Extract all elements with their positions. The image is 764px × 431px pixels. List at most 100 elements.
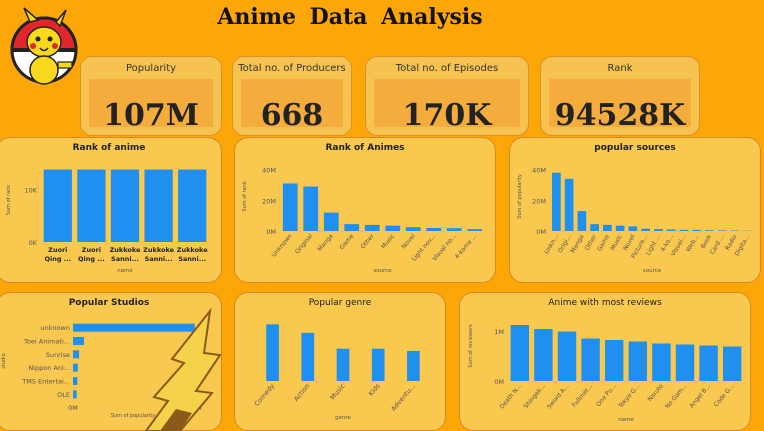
bar (552, 172, 561, 231)
bar (73, 377, 78, 385)
x-tick-label: Music (380, 233, 396, 251)
kpi-label: Total no. of Producers (238, 63, 346, 74)
x-tick-label: Adventu... (389, 382, 417, 413)
bar (144, 169, 173, 242)
y-tick-label: 0M (266, 228, 276, 236)
x-tick-label: Game (338, 233, 355, 251)
x-tick-label: Other (359, 232, 376, 250)
chart-popular-sources[interactable]: popular sources 0M 20M 40M Unkn... Origi... M… (509, 137, 761, 283)
kpi-label: Rank (607, 63, 633, 74)
chart-title: Rank of anime (72, 143, 146, 153)
x-tick-label: Zukkoke (177, 246, 208, 254)
x-tick-label: Game (596, 233, 611, 252)
bar (303, 186, 319, 231)
bar (581, 338, 600, 381)
x-tick-label-cont: Qing ... (44, 255, 71, 263)
x-axis-label: genre (335, 415, 352, 421)
y-tick-label: 20M (532, 197, 546, 205)
bar (405, 227, 421, 231)
x-tick-label: No Gam... (664, 383, 689, 411)
x-tick-label: Manga (316, 233, 335, 253)
bar (110, 169, 140, 242)
page-title: Anime Data Analysis (217, 4, 483, 30)
bar (699, 345, 718, 381)
y-tick-label: 0K (29, 239, 38, 247)
x-tick-label: Unknown (271, 233, 294, 259)
chart-popular-genre[interactable]: Popular genre Comedy Action Music Kids Adven… (234, 292, 446, 431)
x-axis-label: source (373, 268, 392, 274)
x-tick-label: Fullmet... (571, 383, 594, 409)
x-axis-label: Sum of popularity (111, 413, 156, 419)
bar (178, 169, 207, 242)
bar (73, 350, 80, 359)
kpi-value: 170K (402, 98, 492, 133)
x-axis-label: source (643, 268, 662, 274)
pokeball-pikachu-icon (10, 7, 78, 85)
bar (323, 212, 339, 231)
kpi-card-episodes: Total no. of Episodes 170K (365, 56, 529, 136)
bar (604, 340, 624, 381)
chart-popular-studios-plot: unknown Toei Animati... Sunrise Nippon Ani.… (1, 323, 202, 419)
bar (510, 325, 530, 381)
x-tick-label: Music (329, 382, 347, 402)
x-tick-label-cont: Qing ... (78, 255, 105, 263)
bar (282, 183, 298, 231)
y-tick-label: unknown (40, 324, 70, 332)
chart-rank-of-animes[interactable]: Rank of Animes 0M 20M 40M Unknown Original Ma… (234, 137, 496, 283)
bar (77, 169, 106, 242)
x-tick-label: Death N... (499, 383, 524, 411)
x-tick-label-cont: Sanni... (178, 255, 206, 263)
chart-popular-studios[interactable]: Popular Studios unknown Toei Animati... Su… (0, 292, 222, 431)
bar (652, 343, 671, 381)
x-tick-label: Naruto (646, 383, 665, 403)
bar (717, 230, 727, 231)
x-tick-label-cont: Sanni... (111, 255, 139, 263)
bar (705, 230, 714, 231)
x-tick-label: 50M (188, 404, 202, 412)
x-tick-label: Comedy (253, 382, 276, 408)
x-tick-label: Manga (569, 233, 585, 254)
chart-most-reviews-plot: 0M 1M Death N... Shingek...Sword A... Fullme… (468, 324, 742, 423)
x-tick-label: Angel B... (688, 383, 712, 410)
x-tick-label: 4-koma ... (454, 233, 479, 261)
kpi-card-producers: Total no. of Producers 668 (232, 56, 352, 136)
y-axis-label: Sum of reviewers (468, 324, 474, 368)
y-tick-label: 0M (536, 228, 546, 236)
bar (73, 337, 84, 345)
bar (628, 226, 638, 231)
x-tick-label: Zukkoke (110, 246, 141, 254)
x-tick-label: Novel (400, 233, 417, 251)
chart-popular-genre-plot: Comedy Action Music Kids Adventu... genre (253, 324, 420, 421)
chart-most-reviews[interactable]: Anime with most reviews 0M 1M Death N... Sh… (459, 292, 751, 431)
bar (603, 224, 612, 231)
x-tick-label-cont: Sanni... (145, 255, 173, 263)
bar (722, 346, 742, 381)
y-tick-label: Nippon Ani... (28, 364, 70, 372)
x-tick-label: 0M (68, 404, 78, 412)
x-tick-label: Zuori (82, 246, 101, 254)
bar (615, 225, 625, 231)
x-tick-label: Tokyo G... (617, 383, 642, 411)
bar (654, 229, 663, 231)
kpi-value: 668 (260, 98, 324, 133)
x-tick-label: Zuori (48, 246, 67, 254)
chart-rank-of-anime[interactable]: Rank of anime 0K 10K Zuori Qing ... Zuori Qin… (0, 137, 222, 283)
y-tick-label: Sunrise (46, 351, 70, 359)
chart-popular-sources-plot: 0M20M40MUnkn...Origi...MangaOtherGameMus… (517, 167, 752, 274)
chart-title: Popular genre (308, 298, 372, 308)
bar (371, 348, 385, 381)
y-axis-label: Sum of rank (6, 185, 12, 216)
bar (73, 390, 77, 399)
x-tick-label: Shingek... (522, 383, 547, 410)
chart-title: Popular Studios (68, 298, 150, 308)
bar (577, 211, 587, 231)
kpi-label: Popularity (125, 63, 177, 74)
y-tick-label: 10K (24, 187, 37, 195)
bar (336, 348, 350, 381)
bar (426, 227, 442, 231)
bar (301, 332, 315, 381)
bar (666, 229, 676, 231)
y-tick-label: 20M (262, 197, 276, 205)
kpi-card-popularity: Popularity 107M (80, 56, 222, 136)
